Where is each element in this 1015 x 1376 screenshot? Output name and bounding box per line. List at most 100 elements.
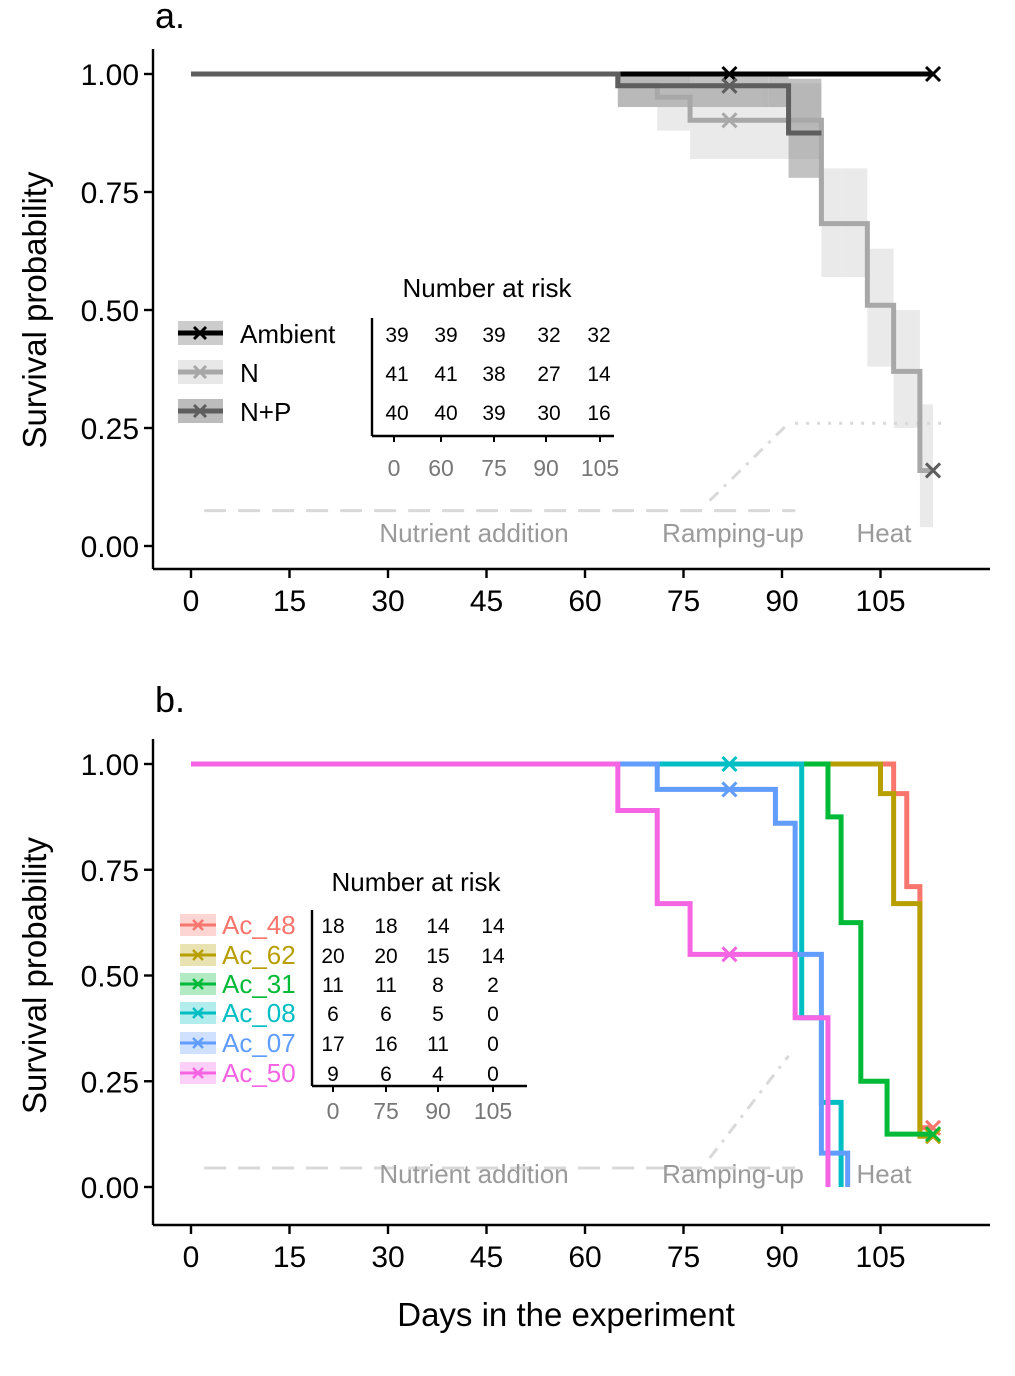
series-line-ac-50: [191, 761, 831, 1187]
panel-label: b.: [155, 679, 185, 720]
x-tick-label: 0: [183, 585, 200, 618]
x-tick-label: 90: [765, 585, 798, 618]
ci-band-n: [617, 74, 934, 528]
x-tick-label: 90: [765, 1241, 798, 1274]
panel-a: a. Survival probability Nutrient addition R…: [16, 0, 990, 618]
risk-value: 0: [487, 1033, 499, 1056]
censor-stroke: [721, 112, 738, 129]
x-tick-label: 45: [470, 1241, 503, 1274]
legend-censor: [192, 364, 208, 380]
ci-band-n-p: [617, 74, 822, 178]
risk-value: 39: [482, 402, 505, 425]
phase-label-nutrient: Nutrient addition: [379, 1159, 568, 1189]
legend-censor: [192, 919, 204, 931]
x-tick-label: 15: [273, 1241, 306, 1274]
censor-mark: [721, 946, 738, 963]
risk-value: 30: [537, 402, 560, 425]
y-tick-label: 0.50: [81, 961, 139, 994]
legend-censor: [192, 949, 204, 961]
risk-table-title: Number at risk: [402, 273, 572, 303]
risk-x-label: 90: [533, 455, 559, 481]
censor-stroke: [721, 946, 738, 963]
y-tick-label: 0.00: [81, 531, 139, 564]
risk-x-label: 0: [388, 455, 401, 481]
risk-value: 8: [432, 974, 444, 997]
x-tick-label: 105: [855, 585, 905, 618]
risk-value: 20: [374, 945, 397, 968]
phase-label-ramping: Ramping-up: [662, 1159, 804, 1189]
legend-label: N+P: [240, 397, 291, 427]
censor-mark: [721, 755, 738, 773]
y-tick-label: 0.00: [81, 1172, 139, 1205]
risk-x-label: 75: [481, 455, 507, 481]
ramp-phase-line: [708, 422, 790, 502]
x-axis-title: Days in the experiment: [397, 1296, 735, 1333]
risk-value: 18: [374, 915, 397, 938]
x-tick-label: 60: [568, 585, 601, 618]
ci-rect: [617, 74, 769, 108]
legend-censor: [192, 325, 208, 341]
x-tick-label: 15: [273, 585, 306, 618]
risk-x-label: 105: [581, 455, 619, 481]
risk-value: 14: [426, 915, 450, 938]
censor-stroke: [721, 65, 738, 83]
risk-value: 4: [432, 1063, 444, 1086]
phase-label-heat: Heat: [857, 1159, 913, 1189]
x-tick-label: 75: [667, 1241, 700, 1274]
y-tick-label: 1.00: [81, 59, 139, 92]
risk-x-label: 105: [474, 1098, 512, 1124]
legend-label: Ac_48: [222, 910, 296, 940]
censor-mark: [721, 112, 738, 129]
series-line-n-p: [191, 71, 822, 136]
risk-value: 14: [587, 363, 611, 386]
risk-value: 14: [481, 945, 505, 968]
legend-censor: [192, 403, 208, 419]
legend-label: Ac_07: [222, 1028, 296, 1058]
risk-value: 20: [321, 945, 344, 968]
y-tick-label: 0.50: [81, 295, 139, 328]
phase-label-nutrient: Nutrient addition: [379, 518, 568, 548]
y-tick-label: 0.25: [81, 1066, 139, 1099]
phase-label-ramping: Ramping-up: [662, 518, 804, 548]
legend-label: Ac_50: [222, 1058, 296, 1088]
risk-value: 9: [327, 1063, 339, 1086]
x-tick-label: 75: [667, 585, 700, 618]
y-tick-label: 1.00: [81, 749, 139, 782]
risk-value: 16: [374, 1033, 397, 1056]
censor-mark: [924, 65, 942, 83]
risk-x-label: 0: [327, 1098, 340, 1124]
x-tick-label: 60: [568, 1241, 601, 1274]
risk-value: 15: [426, 945, 449, 968]
x-tick-label: 45: [470, 585, 503, 618]
legend-label: Ac_31: [222, 969, 296, 999]
panel-label: a.: [155, 0, 185, 36]
x-tick-label: 105: [855, 1241, 905, 1274]
risk-value: 6: [327, 1003, 339, 1026]
legend-label: Ac_08: [222, 998, 296, 1028]
risk-value: 32: [537, 324, 560, 347]
risk-value: 39: [434, 324, 457, 347]
ci-rect: [768, 74, 789, 108]
risk-value: 16: [587, 402, 610, 425]
risk-value: 5: [432, 1003, 444, 1026]
risk-x-label: 90: [425, 1098, 451, 1124]
risk-value: 14: [481, 915, 505, 938]
risk-value: 0: [487, 1003, 499, 1026]
y-axis-title: Survival probability: [16, 837, 53, 1114]
risk-value: 6: [380, 1063, 392, 1086]
risk-value: 17: [321, 1033, 344, 1056]
risk-value: 6: [380, 1003, 392, 1026]
risk-value: 39: [385, 324, 408, 347]
y-tick-label: 0.75: [81, 855, 139, 888]
risk-value: 40: [385, 402, 408, 425]
risk-value: 27: [537, 363, 560, 386]
censor-stroke: [721, 77, 738, 94]
legend-label: Ambient: [240, 319, 336, 349]
risk-value: 11: [427, 1033, 449, 1056]
series-line-ac-62: [191, 761, 934, 1139]
risk-value: 40: [434, 402, 457, 425]
legend-censor: [192, 1007, 204, 1019]
censor-stroke: [924, 65, 942, 83]
